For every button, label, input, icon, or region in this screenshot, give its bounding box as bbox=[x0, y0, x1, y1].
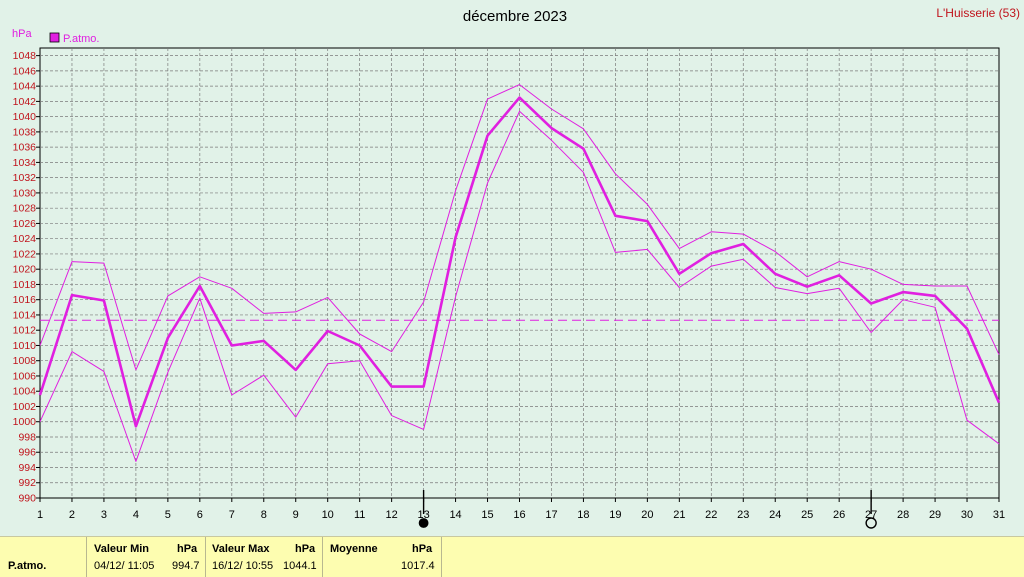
min-unit: hPa bbox=[177, 543, 198, 555]
min-header: Valeur Min bbox=[94, 543, 150, 555]
x-tick-label: 28 bbox=[897, 509, 909, 521]
x-tick-label: 25 bbox=[801, 509, 813, 521]
max-cell: Valeur Max hPa 16/12/ 10:55 1044.1 bbox=[206, 537, 323, 577]
y-tick-label: 992 bbox=[18, 477, 36, 489]
chart-title: décembre 2023 bbox=[463, 8, 567, 25]
y-tick-label: 1012 bbox=[13, 325, 37, 337]
y-tick-label: 1016 bbox=[13, 294, 37, 306]
series-line-min bbox=[39, 110, 1000, 462]
max-value: 1044.1 bbox=[283, 560, 317, 572]
x-tick-label: 20 bbox=[641, 509, 653, 521]
full-moon-icon bbox=[865, 517, 877, 529]
series-line-mean bbox=[38, 96, 1001, 428]
param-cell: P.atmo. bbox=[0, 537, 87, 577]
avg-header: Moyenne bbox=[330, 543, 378, 555]
y-tick-label: 1034 bbox=[13, 157, 37, 169]
min-cell: Valeur Min hPa 04/12/ 11:05 994.7 bbox=[87, 537, 206, 577]
y-tick-label: 1032 bbox=[13, 172, 37, 184]
x-tick-label: 21 bbox=[673, 509, 685, 521]
y-tick-label: 1044 bbox=[13, 81, 37, 93]
y-tick-label: 1028 bbox=[13, 203, 37, 215]
y-tick-label: 1006 bbox=[13, 370, 37, 382]
x-tick-label: 1 bbox=[37, 509, 43, 521]
x-tick-label: 12 bbox=[386, 509, 398, 521]
y-tick-label: 1022 bbox=[13, 248, 37, 260]
x-tick-label: 4 bbox=[133, 509, 139, 521]
x-tick-label: 8 bbox=[261, 509, 267, 521]
x-tick-label: 24 bbox=[769, 509, 781, 521]
y-tick-label: 1010 bbox=[13, 340, 37, 352]
x-tick-label: 15 bbox=[481, 509, 493, 521]
x-tick-label: 14 bbox=[449, 509, 461, 521]
y-tick-label: 1018 bbox=[13, 279, 37, 291]
max-date: 16/12/ 10:55 bbox=[212, 560, 274, 572]
y-tick-label: 1046 bbox=[13, 65, 37, 77]
param-label: P.atmo. bbox=[8, 560, 47, 572]
max-unit: hPa bbox=[295, 543, 316, 555]
x-tick-label: 2 bbox=[69, 509, 75, 521]
x-tick-label: 19 bbox=[609, 509, 621, 521]
series-line-max bbox=[39, 84, 1000, 371]
y-tick-label: 1026 bbox=[13, 218, 37, 230]
y-tick-label: 1000 bbox=[13, 416, 37, 428]
y-tick-label: 1040 bbox=[13, 111, 37, 123]
y-tick-label: 996 bbox=[18, 447, 36, 459]
x-tick-label: 16 bbox=[513, 509, 525, 521]
max-header: Valeur Max bbox=[212, 543, 270, 555]
x-tick-label: 10 bbox=[322, 509, 334, 521]
y-tick-label: 1020 bbox=[13, 264, 37, 276]
legend-label: P.atmo. bbox=[63, 33, 100, 45]
min-value: 994.7 bbox=[172, 560, 200, 572]
x-tick-label: 30 bbox=[961, 509, 973, 521]
y-tick-label: 1002 bbox=[13, 401, 37, 413]
x-tick-label: 3 bbox=[101, 509, 107, 521]
x-tick-label: 18 bbox=[577, 509, 589, 521]
stats-footer: P.atmo. Valeur Min hPa 04/12/ 11:05 994.… bbox=[0, 536, 1024, 577]
y-tick-label: 1024 bbox=[13, 233, 37, 245]
y-tick-label: 1036 bbox=[13, 142, 37, 154]
x-tick-label: 5 bbox=[165, 509, 171, 521]
legend-swatch bbox=[49, 32, 60, 43]
y-tick-label: 1042 bbox=[13, 96, 37, 108]
station-label: L'Huisserie (53) bbox=[936, 6, 1020, 20]
min-date: 04/12/ 11:05 bbox=[94, 560, 155, 572]
y-tick-label: 1004 bbox=[13, 386, 37, 398]
x-tick-label: 9 bbox=[293, 509, 299, 521]
y-tick-label: 1038 bbox=[13, 126, 37, 138]
plot-area: 9909929949969981000100210041006100810101… bbox=[13, 47, 1005, 529]
y-tick-label: 1008 bbox=[13, 355, 37, 367]
avg-cell: Moyenne hPa 1017.4 bbox=[323, 537, 442, 577]
x-tick-label: 31 bbox=[993, 509, 1005, 521]
new-moon-icon bbox=[418, 518, 429, 528]
pressure-chart: décembre 2023 L'Huisserie (53) hPa P.atm… bbox=[12, 6, 1020, 529]
x-tick-label: 17 bbox=[545, 509, 557, 521]
y-tick-label: 990 bbox=[18, 493, 36, 505]
x-tick-label: 6 bbox=[197, 509, 203, 521]
y-tick-label: 994 bbox=[18, 462, 36, 474]
x-tick-label: 29 bbox=[929, 509, 941, 521]
x-tick-label: 13 bbox=[417, 509, 429, 521]
x-tick-label: 11 bbox=[354, 509, 365, 521]
y-tick-label: 1030 bbox=[13, 187, 37, 199]
y-tick-label: 1048 bbox=[13, 50, 37, 62]
y-tick-label: 1014 bbox=[13, 309, 37, 321]
x-tick-label: 26 bbox=[833, 509, 845, 521]
x-tick-label: 27 bbox=[865, 509, 877, 521]
avg-unit: hPa bbox=[412, 543, 433, 555]
y-axis-unit: hPa bbox=[12, 28, 32, 40]
x-tick-label: 23 bbox=[737, 509, 749, 521]
y-tick-label: 998 bbox=[18, 431, 36, 443]
x-tick-label: 7 bbox=[229, 509, 235, 521]
avg-value: 1017.4 bbox=[401, 560, 435, 572]
x-tick-label: 22 bbox=[705, 509, 717, 521]
